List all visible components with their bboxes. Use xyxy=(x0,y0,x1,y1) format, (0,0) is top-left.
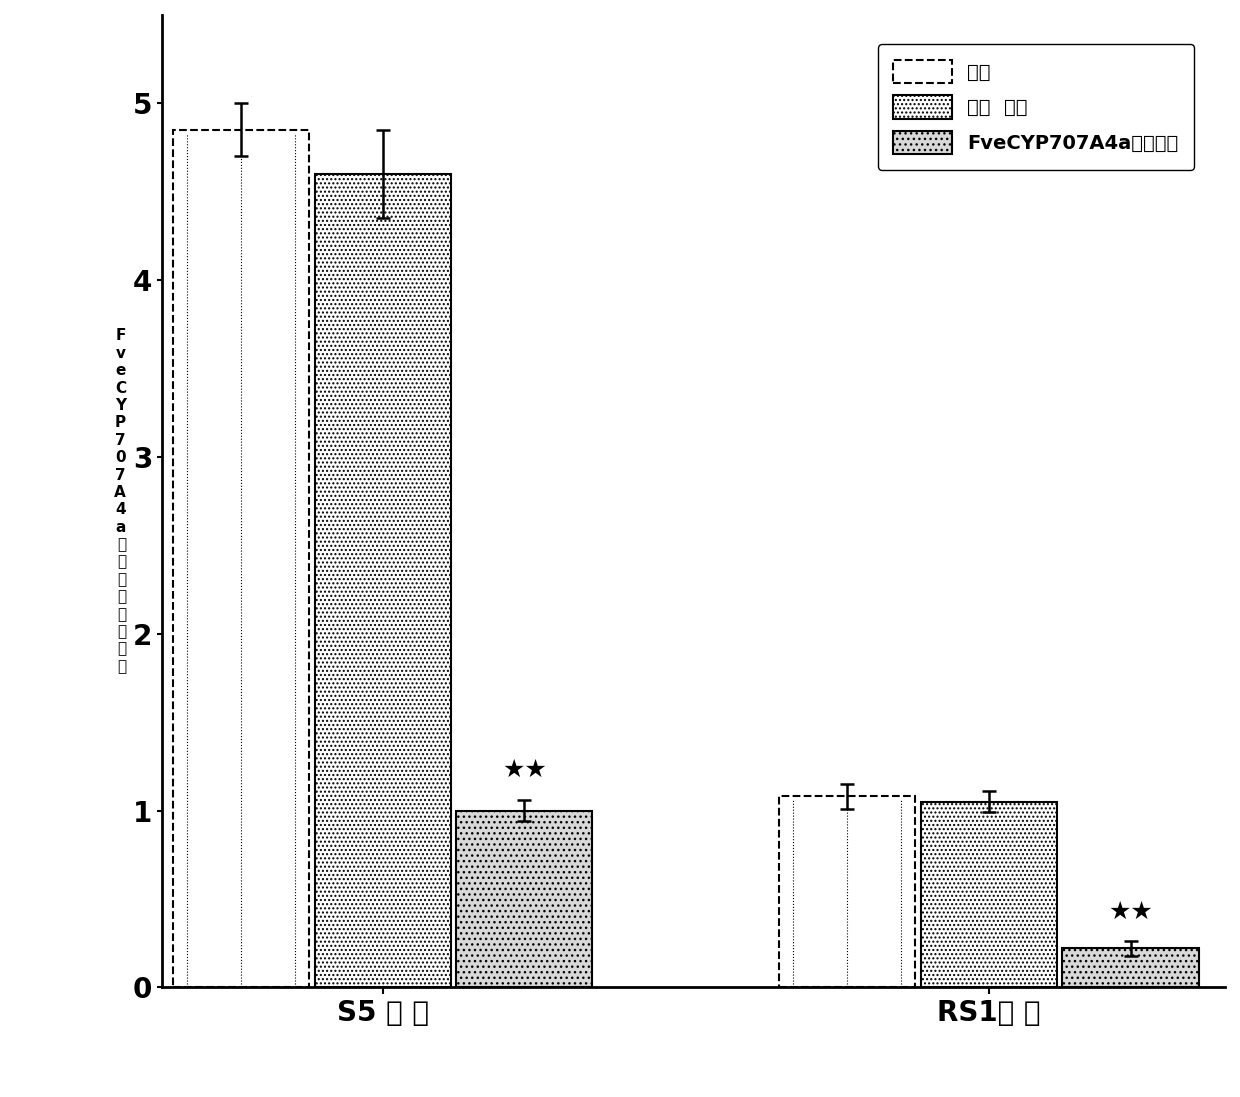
Bar xyxy=(172,129,309,987)
Bar xyxy=(456,811,593,987)
Text: ★★: ★★ xyxy=(1109,900,1153,924)
Bar xyxy=(1063,949,1199,987)
Text: ★★: ★★ xyxy=(502,758,547,782)
Y-axis label: F
v
e
C
Y
P
7
0
7
A
4
a
基
因
相
对
表
达
水
平: F v e C Y P 7 0 7 A 4 a 基 因 相 对 表 达 水 平 xyxy=(114,328,126,674)
Bar xyxy=(779,796,915,987)
Bar xyxy=(315,174,450,987)
Bar xyxy=(921,802,1056,987)
Legend: 对照, 空白  载控, FveCYP707A4a基因干扰: 对照, 空白 载控, FveCYP707A4a基因干扰 xyxy=(878,44,1194,170)
